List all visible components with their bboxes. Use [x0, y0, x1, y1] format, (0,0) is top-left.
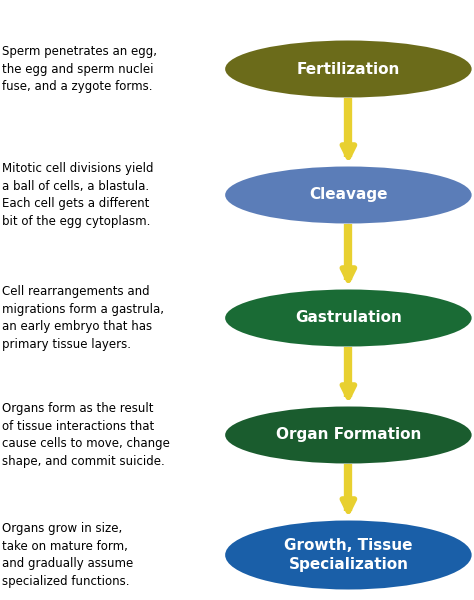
- Text: Organ Formation: Organ Formation: [276, 427, 421, 443]
- Ellipse shape: [225, 520, 472, 589]
- Ellipse shape: [225, 407, 472, 463]
- Text: Gastrulation: Gastrulation: [295, 311, 402, 325]
- Text: Mitotic cell divisions yield
a ball of cells, a blastula.
Each cell gets a diffe: Mitotic cell divisions yield a ball of c…: [2, 162, 154, 228]
- Text: Growth, Tissue
Specialization: Growth, Tissue Specialization: [284, 538, 413, 572]
- Ellipse shape: [225, 166, 472, 223]
- Text: Organs form as the result
of tissue interactions that
cause cells to move, chang: Organs form as the result of tissue inte…: [2, 402, 170, 468]
- Text: Sperm penetrates an egg,
the egg and sperm nuclei
fuse, and a zygote forms.: Sperm penetrates an egg, the egg and spe…: [2, 45, 157, 93]
- Ellipse shape: [225, 289, 472, 346]
- Text: Cleavage: Cleavage: [309, 187, 388, 202]
- Text: Organs grow in size,
take on mature form,
and gradually assume
specialized funct: Organs grow in size, take on mature form…: [2, 522, 134, 588]
- Text: Fertilization: Fertilization: [297, 61, 400, 76]
- Text: Cell rearrangements and
migrations form a gastrula,
an early embryo that has
pri: Cell rearrangements and migrations form …: [2, 285, 164, 351]
- Ellipse shape: [225, 40, 472, 97]
